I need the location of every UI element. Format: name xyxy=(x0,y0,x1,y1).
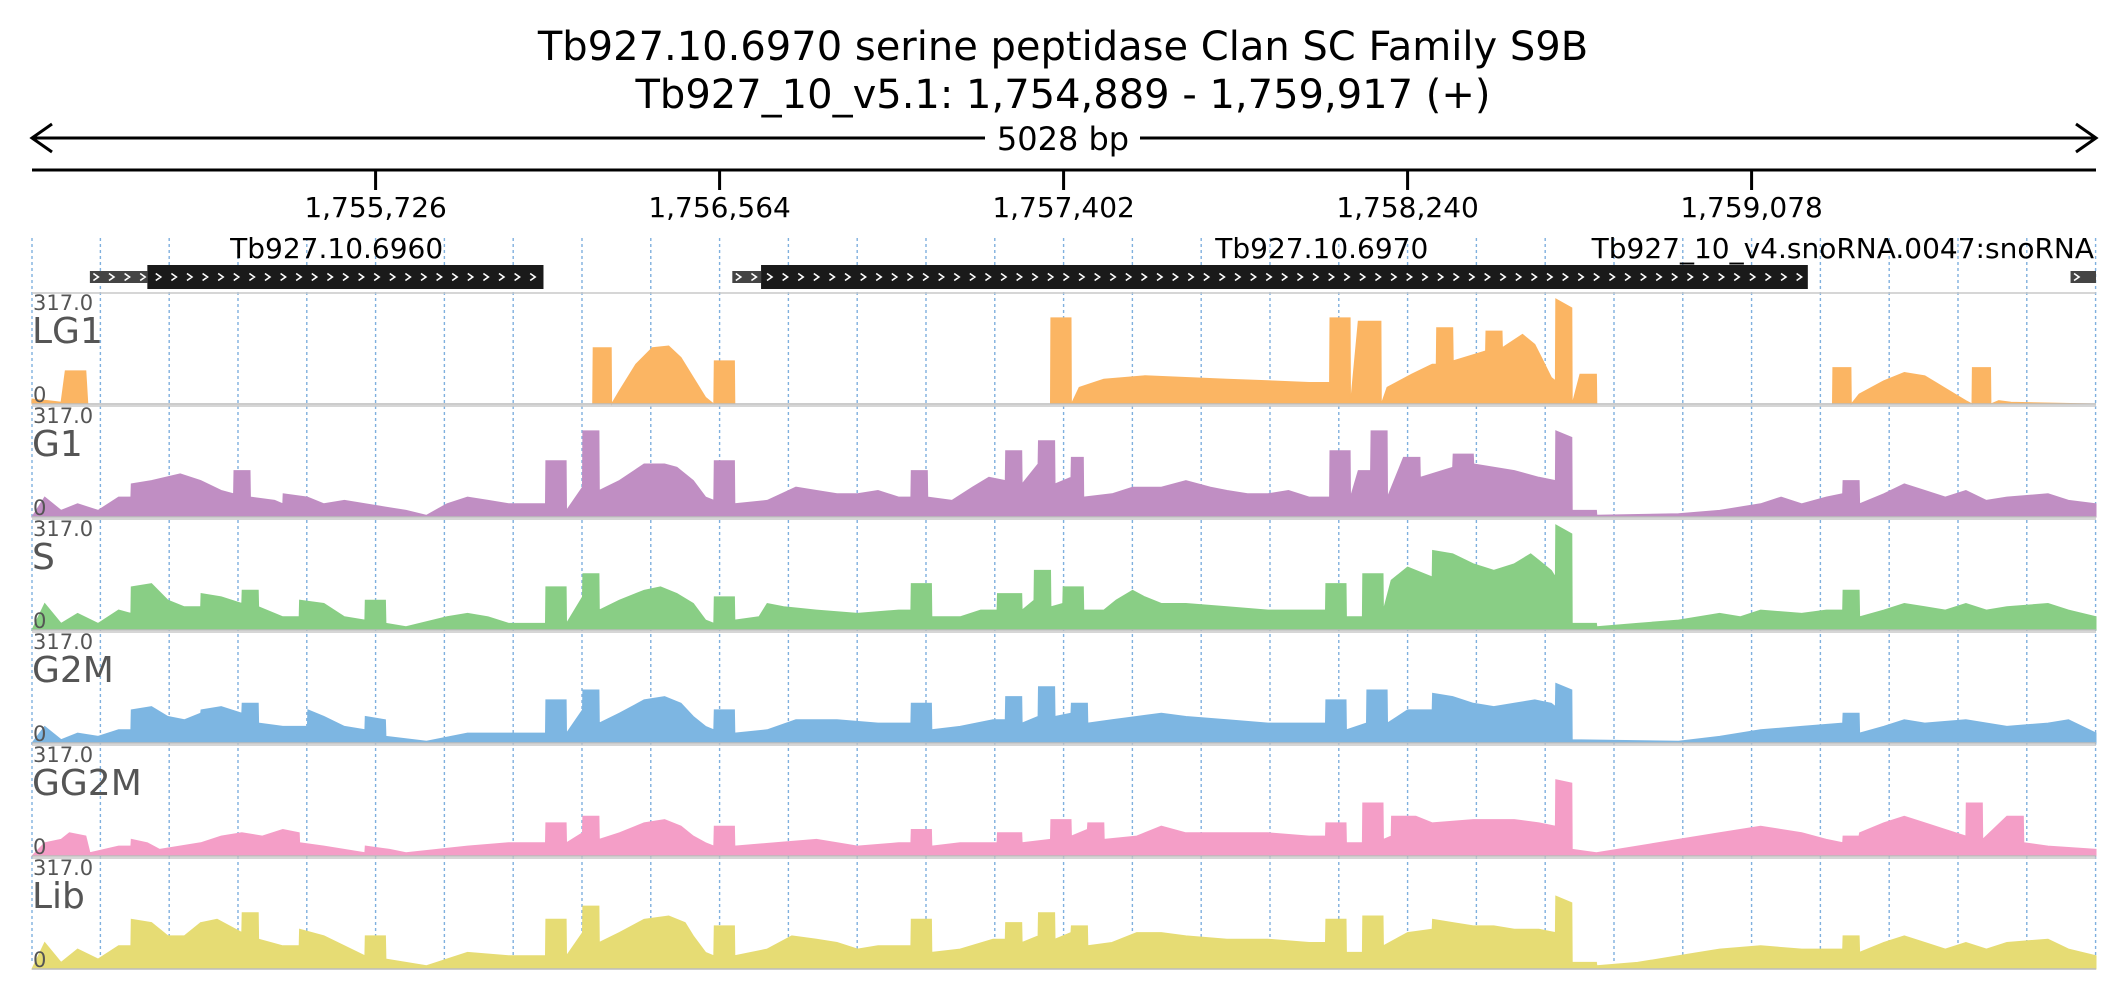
chart-subtitle: Tb927_10_v5.1: 1,754,889 - 1,759,917 (+) xyxy=(635,72,1491,118)
gene-cds-1 xyxy=(761,265,1808,289)
strand-chevron-icon-2 xyxy=(2073,272,2081,282)
track-ymin-label-5: 0 xyxy=(33,948,46,972)
gene-label-2: Tb927_10_v4.snoRNA.0047:snoRNA xyxy=(1591,232,2094,265)
span-arrow: 5028 bp xyxy=(29,120,2099,158)
gene-track: Tb927.10.6960 Tb927.10.6970 Tb927_10_v4.sn… xyxy=(89,232,2096,289)
track-ymax-label-0: 317.0 xyxy=(33,291,93,315)
coverage-area-g2m xyxy=(30,682,2097,744)
coverage-area-gg2m xyxy=(30,779,2097,857)
gene-label-0: Tb927.10.6960 xyxy=(229,232,443,265)
gene-label-1: Tb927.10.6970 xyxy=(1214,232,1428,265)
track-name-2: S xyxy=(32,537,55,578)
strand-chevron-icon-0 xyxy=(92,272,537,282)
tick-label-2: 1,757,402 xyxy=(992,191,1135,224)
track-s: 317.0S 0 xyxy=(31,517,2097,633)
tick-label-0: 1,755,726 xyxy=(304,191,447,224)
tick-label-3: 1,758,240 xyxy=(1336,191,1479,224)
track-ymax-label-5: 317.0 xyxy=(33,856,93,880)
track-ymax-label-1: 317.0 xyxy=(33,404,93,428)
gene-0: Tb927.10.6960 xyxy=(89,232,544,289)
gene-cds-2 xyxy=(2070,271,2096,283)
coverage-area-lib xyxy=(31,895,2097,970)
tick-label-1: 1,756,564 xyxy=(648,191,791,224)
track-ymax-label-2: 317.0 xyxy=(33,517,93,541)
ruler-ticks: 1,755,726 1,756,564 1,757,402 1,758,240 1,75… xyxy=(304,170,1823,224)
gene-utr-1 xyxy=(732,271,762,283)
gene-cds-0 xyxy=(147,265,544,289)
coverage-area-lg1 xyxy=(31,298,2097,406)
coverage-tracks: 317.0LG10317.0G10317.0S0317.0G2M0317.0GG… xyxy=(30,291,2097,972)
track-ymin-label-3: 0 xyxy=(33,722,46,746)
track-ymin-label-2: 0 xyxy=(33,609,46,633)
track-name-4: GG2M xyxy=(32,763,142,804)
track-ymin-label-0: 0 xyxy=(33,383,46,407)
track-name-1: G1 xyxy=(32,424,83,465)
track-g1: 317.0G1 0 xyxy=(31,404,2097,520)
track-name-3: G2M xyxy=(32,650,114,691)
coverage-area-g1 xyxy=(31,430,2097,518)
gene-1: Tb927.10.6970 xyxy=(732,232,1808,289)
span-arrow-left-icon xyxy=(29,122,53,154)
coverage-area-s xyxy=(31,524,2097,631)
track-name-0: LG1 xyxy=(32,311,103,352)
tick-label-4: 1,759,078 xyxy=(1680,191,1823,224)
track-ymin-label-1: 0 xyxy=(33,496,46,520)
span-label: 5028 bp xyxy=(997,120,1129,158)
chart-title: Tb927.10.6970 serine peptidase Clan SC F… xyxy=(537,24,1588,70)
strand-chevron-icon-1 xyxy=(735,272,1804,282)
gene-2: Tb927_10_v4.snoRNA.0047:snoRNA xyxy=(1591,232,2096,283)
track-ymax-label-4: 317.0 xyxy=(33,743,93,767)
span-arrow-right-icon xyxy=(2075,122,2099,154)
track-ymax-label-3: 317.0 xyxy=(33,630,93,654)
gene-utr-0 xyxy=(89,271,148,283)
track-name-5: Lib xyxy=(32,876,85,917)
track-ymin-label-4: 0 xyxy=(33,835,46,859)
